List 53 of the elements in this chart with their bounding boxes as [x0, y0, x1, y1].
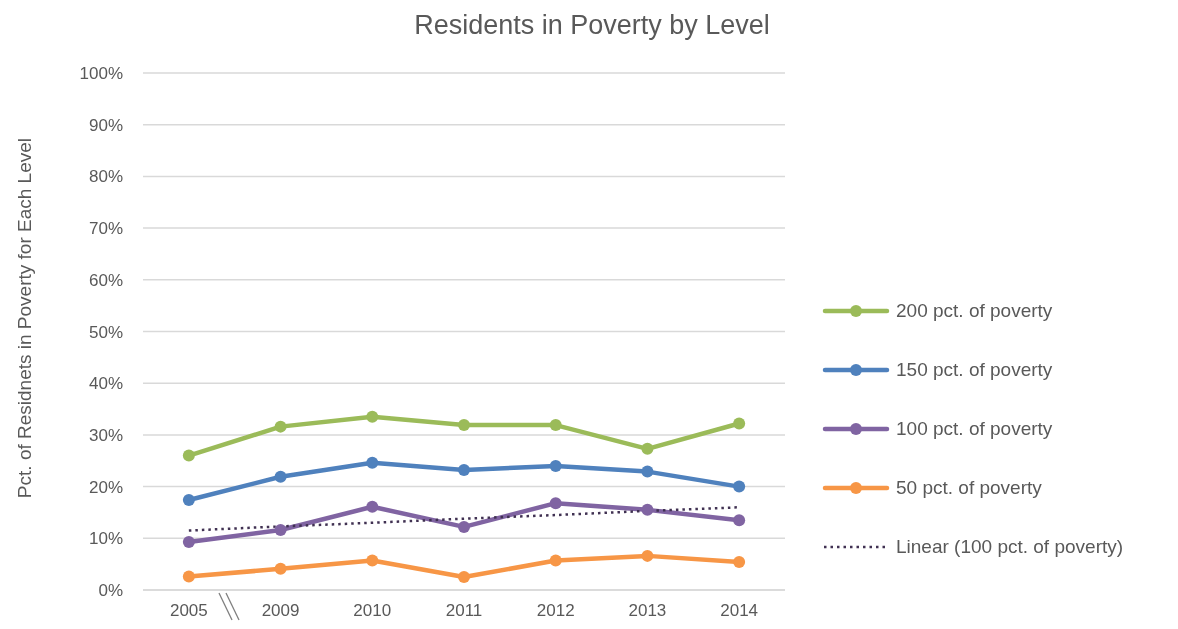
legend-label: 100 pct. of poverty: [896, 418, 1053, 440]
point: [641, 442, 654, 455]
point: [182, 449, 195, 462]
y-tick-label: 20%: [88, 477, 123, 497]
point: [182, 494, 195, 507]
point: [641, 465, 654, 478]
point: [366, 554, 379, 567]
point: [182, 570, 195, 583]
legend-label: 50 pct. of poverty: [896, 477, 1042, 499]
point: [549, 554, 562, 567]
x-tick-label: 2011: [445, 601, 483, 621]
point: [458, 464, 470, 477]
point: [274, 562, 287, 575]
y-axis-title: Pct. of Residnets in Poverty for Each Level: [14, 137, 36, 499]
point: [733, 514, 746, 527]
point: [549, 419, 562, 432]
point: [641, 549, 654, 562]
point: [274, 470, 287, 483]
y-tick-label: 80%: [88, 167, 123, 187]
y-tick-label: 50%: [88, 322, 123, 342]
x-tick-label: 2012: [536, 601, 575, 621]
x-tick-label: 2013: [628, 601, 667, 621]
point: [182, 535, 195, 548]
legend-label: 200 pct. of poverty: [896, 300, 1053, 322]
point: [274, 420, 287, 433]
point: [733, 480, 746, 493]
x-tick-label: 2009: [261, 601, 300, 621]
point: [733, 556, 746, 569]
point: [274, 524, 287, 537]
y-tick-label: 70%: [88, 219, 123, 239]
point: [366, 456, 379, 469]
point: [458, 520, 470, 533]
point: [458, 419, 470, 432]
x-tick-label: 2005: [169, 601, 208, 621]
y-tick-label: 30%: [88, 425, 123, 445]
x-tick-label: 2014: [720, 601, 759, 621]
chart-title: Residents in Poverty by Level: [413, 10, 771, 41]
point: [458, 571, 470, 584]
point: [549, 497, 562, 510]
x-tick-label: 2010: [353, 601, 392, 621]
y-tick-label: 40%: [88, 374, 123, 394]
point: [366, 410, 379, 423]
point: [366, 500, 379, 513]
point: [641, 503, 654, 516]
y-tick-label: 10%: [88, 529, 123, 549]
point: [733, 417, 746, 430]
y-tick-label: 90%: [88, 115, 123, 135]
legend-label: Linear (100 pct. of poverty): [896, 536, 1124, 558]
point: [549, 459, 562, 472]
y-tick-label: 0%: [98, 581, 123, 601]
y-tick-label: 60%: [88, 270, 123, 290]
y-tick-label: 100%: [79, 64, 123, 84]
legend-label: 150 pct. of poverty: [896, 359, 1053, 381]
